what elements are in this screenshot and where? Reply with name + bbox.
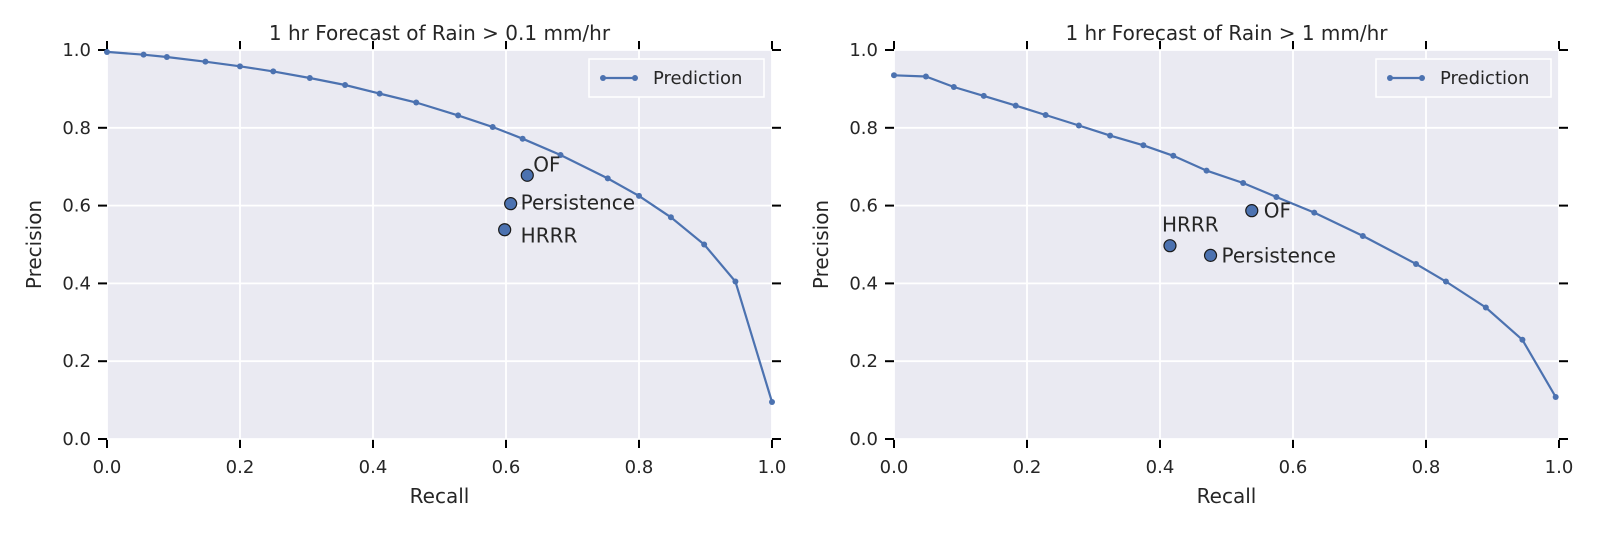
series-point xyxy=(455,112,462,119)
y-tick-label: 0.8 xyxy=(62,118,91,139)
x-axis-label: Recall xyxy=(410,484,470,508)
point-marker-persistence xyxy=(1203,248,1218,262)
legend-label: Prediction xyxy=(1440,68,1529,89)
x-tick-label: 0.4 xyxy=(359,457,388,478)
point-label-of: OF xyxy=(533,152,560,176)
series-point xyxy=(950,83,957,90)
series-point xyxy=(1519,336,1526,343)
series-point xyxy=(376,90,383,97)
series-line-prediction xyxy=(893,74,1557,398)
point-label-persistence: Persistence xyxy=(1222,243,1336,267)
y-tick-label: 0.8 xyxy=(849,118,878,139)
y-tick-label: 0.6 xyxy=(849,196,878,217)
series-point xyxy=(1442,278,1449,285)
series-point xyxy=(636,192,642,199)
series-point xyxy=(1359,232,1366,239)
series-point xyxy=(270,68,277,75)
series-point xyxy=(489,124,496,131)
y-tick-label: 0.6 xyxy=(62,196,91,217)
y-tick-label: 0.2 xyxy=(849,351,878,372)
x-tick-label: 0.0 xyxy=(880,457,909,478)
x-tick-label: 0.8 xyxy=(1412,457,1441,478)
series-point xyxy=(1413,260,1420,267)
legend-marker xyxy=(1419,75,1425,81)
chart-title: 1 hr Forecast of Rain > 1 mm/hr xyxy=(1065,21,1388,45)
series-point xyxy=(980,92,987,99)
point-marker-hrrr xyxy=(1163,239,1177,253)
x-tick-label: 0.2 xyxy=(1013,457,1042,478)
y-tick-label: 0.4 xyxy=(849,273,878,294)
series-point xyxy=(1170,152,1177,159)
series-point xyxy=(922,73,929,80)
chart-panel-2: 0.0 0.2 0.4 0.6 0.8 1.0 0.0 0.2 0.4 0.6 0.8 1.0 OF HR… xyxy=(809,21,1573,508)
x-tick-label: 0.6 xyxy=(1279,457,1308,478)
series-point xyxy=(604,175,611,182)
y-axis-label: Precision xyxy=(22,200,46,289)
series-point xyxy=(1075,122,1082,129)
y-tick-label: 1.0 xyxy=(62,40,91,61)
chart-panel-1: 0.0 0.2 0.4 0.6 0.8 1.0 0.0 0.2 0.4 0.6 0.8 1.0 OF Pe… xyxy=(22,21,786,508)
series-point xyxy=(1311,209,1318,216)
series-point xyxy=(140,51,147,58)
legend-marker xyxy=(1387,75,1393,81)
x-tick-label: 0.2 xyxy=(226,457,255,478)
legend-marker xyxy=(600,75,606,81)
series-point xyxy=(104,48,110,55)
series-point xyxy=(769,399,775,406)
y-tick-label: 0.2 xyxy=(62,351,91,372)
series-point xyxy=(1482,304,1489,311)
series-line-prediction xyxy=(106,50,774,403)
series-point xyxy=(342,82,349,89)
x-tick-label: 0.6 xyxy=(492,457,521,478)
series-point xyxy=(1012,102,1019,109)
plot-background xyxy=(107,50,772,439)
point-label-of: OF xyxy=(1264,199,1291,223)
series-point xyxy=(237,63,243,70)
x-tick-label: 0.4 xyxy=(1146,457,1175,478)
series-point xyxy=(1140,142,1147,149)
y-tick-label: 0.0 xyxy=(849,429,878,450)
series-point xyxy=(306,75,313,82)
series-point xyxy=(1552,393,1559,400)
x-tick-label: 0.0 xyxy=(93,457,122,478)
series-point xyxy=(732,278,739,285)
y-tick-label: 0.0 xyxy=(62,429,91,450)
series-point xyxy=(519,135,526,142)
y-tick-label: 0.4 xyxy=(62,273,91,294)
series-point xyxy=(163,54,170,61)
point-label-persistence: Persistence xyxy=(521,191,635,215)
point-marker-persistence xyxy=(504,197,518,211)
y-tick-label: 1.0 xyxy=(849,40,878,61)
x-tick-label: 1.0 xyxy=(758,457,787,478)
legend-marker xyxy=(632,75,638,81)
point-label-hrrr: HRRR xyxy=(1162,213,1219,237)
x-tick-label: 1.0 xyxy=(1545,457,1574,478)
series-point xyxy=(1042,111,1049,118)
plot-background xyxy=(894,50,1559,439)
series-point xyxy=(1107,132,1114,139)
legend-label: Prediction xyxy=(653,68,742,89)
series-point xyxy=(701,241,708,248)
chart-title: 1 hr Forecast of Rain > 0.1 mm/hr xyxy=(269,21,611,45)
series-point xyxy=(202,58,209,65)
point-label-hrrr: HRRR xyxy=(521,224,578,248)
x-tick-label: 0.8 xyxy=(625,457,654,478)
series-point xyxy=(1273,194,1280,201)
series-point xyxy=(1240,180,1247,187)
series-point xyxy=(557,152,564,159)
y-axis-label: Precision xyxy=(809,200,833,289)
point-marker-of xyxy=(1245,204,1259,218)
point-marker-hrrr xyxy=(498,223,512,237)
series-point xyxy=(413,99,420,106)
series-point xyxy=(1203,167,1210,174)
series-point xyxy=(667,214,674,221)
point-marker-of xyxy=(520,168,534,182)
x-axis-label: Recall xyxy=(1197,484,1257,508)
series-point xyxy=(891,72,897,79)
